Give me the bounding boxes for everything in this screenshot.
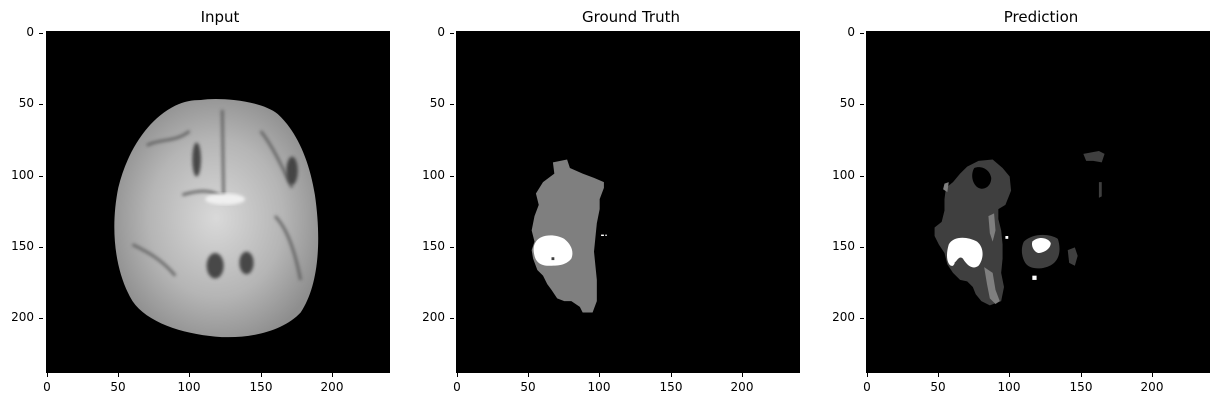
y-tick-label: 0 [0,25,43,39]
y-tick-label: 50 [411,96,454,110]
x-tick-label: 0 [847,373,887,394]
y-tick-label: 150 [821,239,864,253]
x-tick-label: 100 [989,373,1029,394]
x-tick-label: 50 [508,373,548,394]
y-tick-label: 100 [821,168,864,182]
x-tick-label: 200 [722,373,762,394]
y-tick-label: 0 [821,25,864,39]
x-tick-label: 150 [1061,373,1101,394]
panel-title: Ground Truth [582,8,680,26]
y-tick-label: 150 [411,239,454,253]
x-tick-label: 0 [437,373,477,394]
y-tick-label: 50 [0,96,43,110]
x-tick-label: 100 [579,373,619,394]
image-axes [866,31,1210,373]
image-axes [46,31,390,373]
x-tick-label: 200 [312,373,352,394]
y-tick-label: 100 [411,168,454,182]
x-tick-label: 150 [651,373,691,394]
y-tick-label: 50 [821,96,864,110]
panel-input: Input [0,0,390,407]
x-tick-label: 100 [169,373,209,394]
y-tick-label: 200 [0,310,43,324]
image-axes [456,31,800,373]
y-tick-label: 200 [411,310,454,324]
x-tick-label: 50 [98,373,138,394]
ground-truth-mask [531,159,607,313]
x-tick-label: 150 [241,373,281,394]
y-tick-label: 200 [821,310,864,324]
panel-title: Input [200,8,240,26]
panel-title: Prediction [1003,8,1079,26]
brain-mri-image [114,99,319,338]
panel-prediction: Prediction 0 50 100 150 200 0 50 100 150… [821,0,1210,407]
x-tick-label: 200 [1132,373,1172,394]
y-tick-label: 0 [411,25,454,39]
y-tick-label: 100 [0,168,43,182]
x-tick-label: 0 [27,373,67,394]
y-tick-label: 150 [0,239,43,253]
prediction-mask [934,151,1105,306]
panel-ground-truth: Ground Truth 0 50 100 150 200 0 50 100 1… [411,0,800,407]
x-tick-label: 50 [918,373,958,394]
